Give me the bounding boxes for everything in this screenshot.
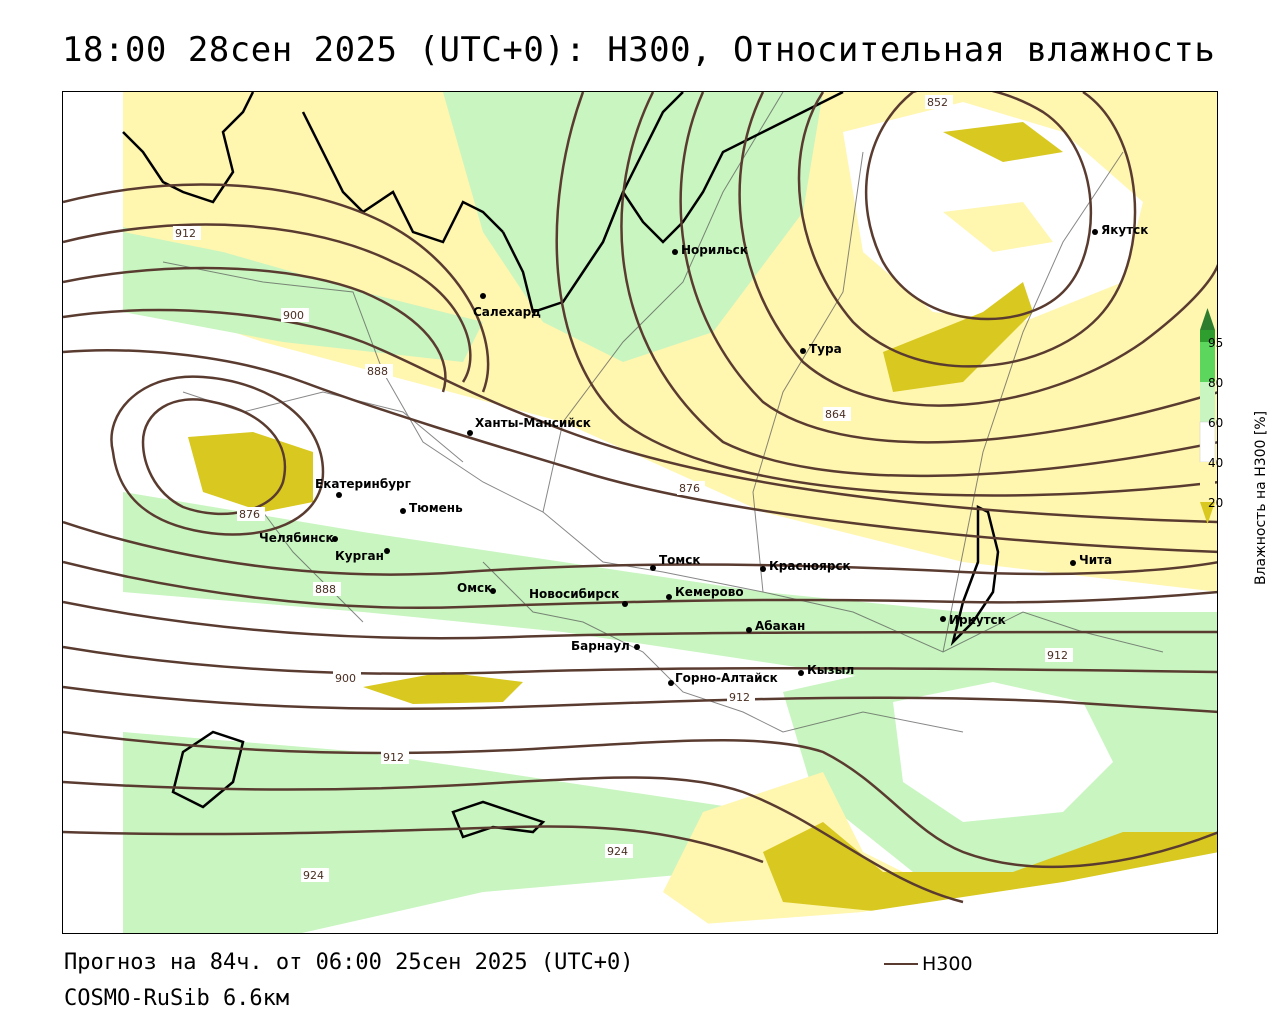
city-label-krasnoyarsk: Красноярск xyxy=(769,559,851,573)
h300-legend-label: H300 xyxy=(922,953,973,975)
city-dot xyxy=(384,548,390,554)
city-dot xyxy=(467,430,473,436)
city-label-gorno-altaysk: Горно-Алтайск xyxy=(675,671,778,685)
city-dot xyxy=(798,670,804,676)
city-label-abakan: Абакан xyxy=(755,619,805,633)
h300-contours xyxy=(63,92,1217,904)
city-label-tura: Тура xyxy=(809,342,842,356)
city-label-irkutsk: Иркутск xyxy=(949,613,1006,627)
contour-label: 900 xyxy=(283,309,304,322)
contour-label: 924 xyxy=(303,869,324,882)
contour-label: 924 xyxy=(607,845,628,858)
contour-label: 912 xyxy=(175,227,196,240)
city-dot xyxy=(332,536,338,542)
colorbar-title: Влажность на H300 [%] xyxy=(1253,410,1269,585)
map-title: 18:00 28сен 2025 (UTC+0): H300, Относите… xyxy=(62,30,1216,70)
city-dot xyxy=(650,565,656,571)
colorbar-top-arrow xyxy=(1200,308,1215,330)
city-dot xyxy=(760,566,766,572)
city-dot xyxy=(800,348,806,354)
contour-label: 900 xyxy=(335,672,356,685)
colorbar-tick-20: 20 xyxy=(1208,496,1223,510)
coastlines xyxy=(122,92,1000,839)
contour-label: 852 xyxy=(927,96,948,109)
contour-label: 876 xyxy=(679,482,700,495)
contour-label: 888 xyxy=(315,583,336,596)
weather-map[interactable]: 852 912 900 888 864 876 876 888 900 912 … xyxy=(62,91,1218,934)
city-label-salekhard: Салехард xyxy=(473,305,541,319)
contour-labels: 852 912 900 888 864 876 876 888 900 912 … xyxy=(173,95,1073,882)
city-label-tyumen: Тюмень xyxy=(409,501,463,515)
city-markers: Норильск Якутск Салехард Тура Ханты-Манс… xyxy=(259,223,1148,686)
colorbar-band-60 xyxy=(1200,382,1215,422)
city-dot xyxy=(480,293,486,299)
h300-legend-swatch xyxy=(884,963,918,965)
city-dot xyxy=(336,492,342,498)
city-label-yakutsk: Якутск xyxy=(1101,223,1148,237)
city-dot xyxy=(746,627,752,633)
map-canvas: 852 912 900 888 864 876 876 888 900 912 … xyxy=(63,92,1217,933)
city-dot xyxy=(940,616,946,622)
colorbar-band-95 xyxy=(1200,330,1215,342)
city-label-chelyabinsk: Челябинск xyxy=(259,531,334,545)
city-dot xyxy=(1092,229,1098,235)
city-label-omsk: Омск xyxy=(457,581,492,595)
city-dot xyxy=(666,594,672,600)
city-dot xyxy=(622,601,628,607)
colorbar-bottom-arrow xyxy=(1200,502,1215,524)
model-name: COSMO-RuSib 6.6км xyxy=(64,986,290,1011)
city-label-chita: Чита xyxy=(1079,553,1112,567)
city-label-khanty-mansiysk: Ханты-Мансийск xyxy=(475,416,591,430)
city-label-norilsk: Норильск xyxy=(681,243,748,257)
colorbar-band-80 xyxy=(1200,342,1215,382)
contour-label: 864 xyxy=(825,408,846,421)
contour-label: 912 xyxy=(729,691,750,704)
city-label-barnaul: Барнаул xyxy=(571,639,630,653)
humidity-colorbar: 95 80 60 40 20 xyxy=(1199,308,1223,524)
contour-label: 912 xyxy=(383,751,404,764)
city-label-tomsk: Томск xyxy=(659,553,701,567)
city-label-novosibirsk: Новосибирск xyxy=(529,587,619,601)
contour-label: 888 xyxy=(367,365,388,378)
forecast-info: Прогноз на 84ч. от 06:00 25сен 2025 (UTC… xyxy=(64,950,634,975)
city-label-kyzyl: Кызыл xyxy=(807,663,854,677)
city-label-kemerovo: Кемерово xyxy=(675,585,744,599)
city-dot xyxy=(672,249,678,255)
city-label-kurgan: Курган xyxy=(335,549,384,563)
contour-label: 912 xyxy=(1047,649,1068,662)
colorbar-tick-60: 60 xyxy=(1208,416,1223,430)
colorbar-tick-95: 95 xyxy=(1208,336,1223,350)
city-label-ekaterinburg: Екатеринбург xyxy=(315,477,411,491)
contour-label: 876 xyxy=(239,508,260,521)
city-dot xyxy=(634,644,640,650)
city-dot xyxy=(400,508,406,514)
colorbar-band-20 xyxy=(1200,462,1215,502)
colorbar-tick-40: 40 xyxy=(1208,456,1223,470)
city-dot xyxy=(1070,560,1076,566)
city-dot xyxy=(668,680,674,686)
city-dot xyxy=(490,588,496,594)
colorbar-tick-80: 80 xyxy=(1208,376,1223,390)
